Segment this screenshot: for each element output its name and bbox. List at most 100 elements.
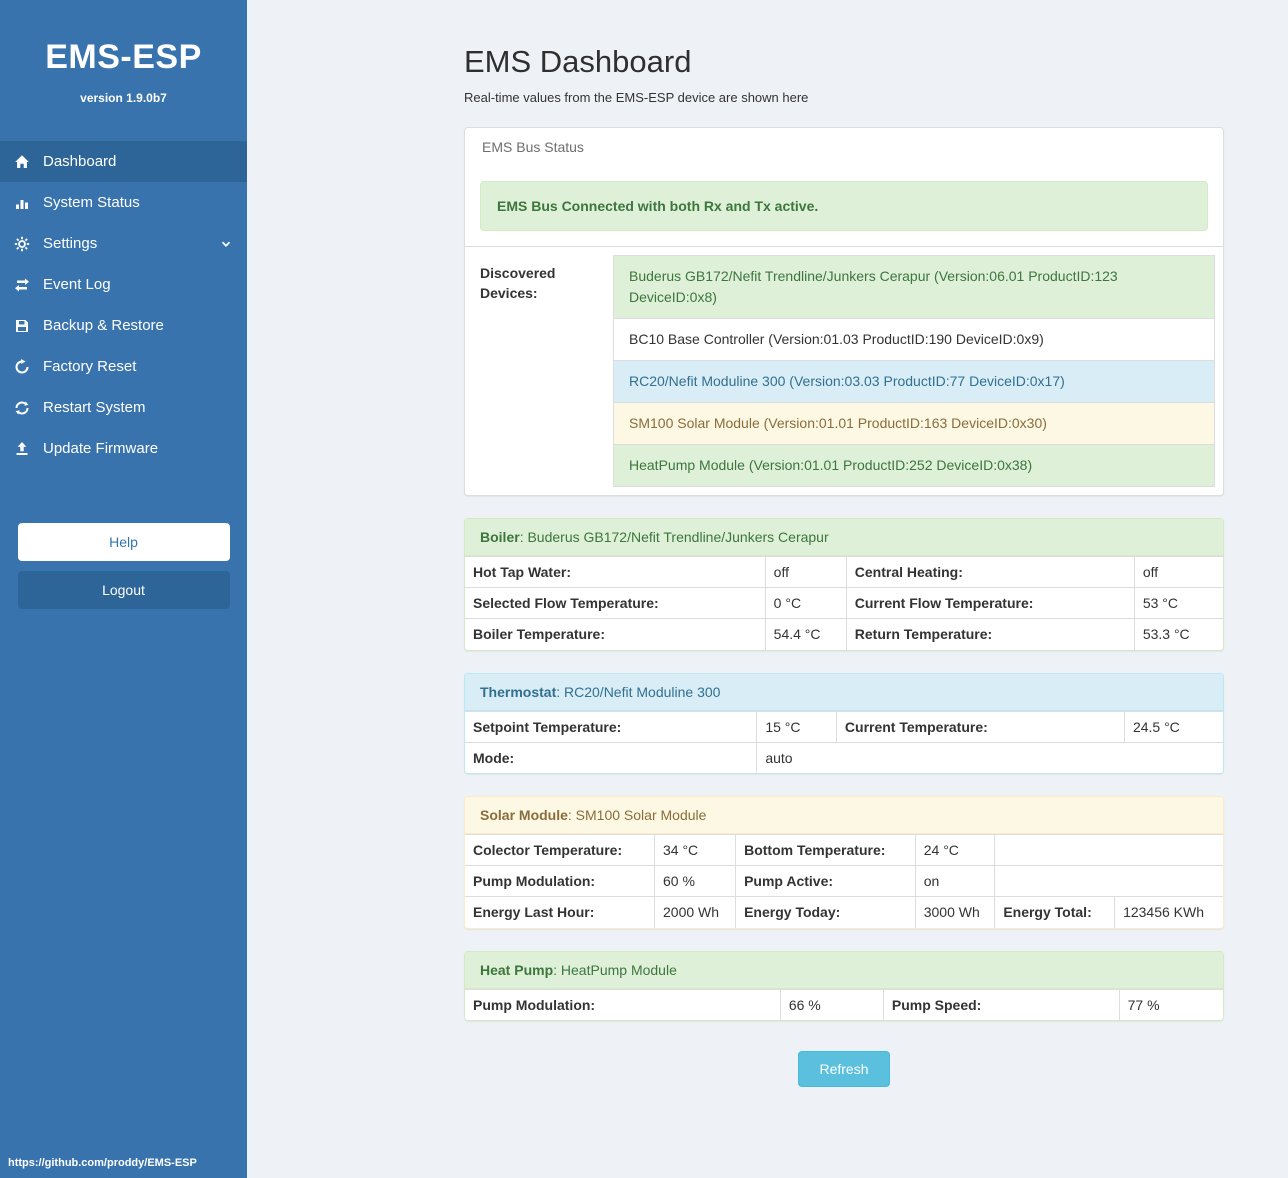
field-value: 66 % bbox=[779, 988, 884, 1020]
field-value: off bbox=[1133, 556, 1223, 588]
field-label: Pump Speed: bbox=[882, 988, 1120, 1020]
boiler-table: Hot Tap Water: off Central Heating: off Sele… bbox=[465, 556, 1223, 650]
panel-title: Solar Module bbox=[480, 807, 568, 823]
device-row: SM100 Solar Module (Version:01.01 Produc… bbox=[613, 402, 1215, 445]
sidebar-item-dashboard[interactable]: Dashboard bbox=[0, 141, 247, 182]
sidebar-item-label: Update Firmware bbox=[43, 440, 159, 457]
page-subtitle: Real-time values from the EMS-ESP device… bbox=[464, 90, 809, 105]
upload-icon bbox=[14, 441, 31, 457]
ems-bus-status-panel: EMS Bus Status EMS Bus Connected with bo… bbox=[464, 127, 1224, 496]
home-icon bbox=[14, 154, 31, 170]
app-title: EMS-ESP bbox=[45, 38, 202, 76]
bar-chart-icon bbox=[14, 195, 31, 211]
discovered-devices-label: Discovered Devices: bbox=[480, 265, 556, 302]
ems-bus-status-header: EMS Bus Status bbox=[482, 139, 584, 155]
field-label: Mode: bbox=[465, 741, 758, 773]
field-label: Selected Flow Temperature: bbox=[465, 587, 766, 619]
sidebar-item-settings[interactable]: Settings bbox=[0, 223, 247, 264]
help-button[interactable]: Help bbox=[17, 523, 230, 561]
field-label: Pump Active: bbox=[735, 865, 916, 897]
field-value: 77 % bbox=[1118, 988, 1223, 1020]
field-value: 24.5 °C bbox=[1123, 710, 1223, 743]
field-value: 60 % bbox=[653, 865, 737, 897]
panel-title: Boiler bbox=[480, 529, 520, 545]
field-label: Pump Modulation: bbox=[465, 988, 781, 1020]
field-value: 53.3 °C bbox=[1133, 618, 1223, 650]
field-value: auto bbox=[756, 741, 1223, 773]
panel-subtitle: : Buderus GB172/Nefit Trendline/Junkers … bbox=[519, 529, 829, 545]
field-value: 53 °C bbox=[1133, 587, 1223, 619]
sidebar-item-factory-reset[interactable]: Factory Reset bbox=[0, 346, 247, 387]
undo-icon bbox=[14, 358, 31, 375]
device-row: HeatPump Module (Version:01.01 ProductID… bbox=[613, 444, 1215, 487]
solar-panel-header: Solar Module: SM100 Solar Module bbox=[465, 797, 1223, 834]
panel-title: Heat Pump bbox=[480, 961, 554, 978]
field-value: off bbox=[764, 556, 847, 588]
sidebar-item-update-firmware[interactable]: Update Firmware bbox=[0, 428, 247, 469]
thermostat-panel-header: Thermostat: RC20/Nefit Moduline 300 bbox=[465, 673, 1223, 711]
field-label: Boiler Temperature: bbox=[465, 618, 766, 650]
github-link[interactable]: https://github.com/proddy/EMS-ESP bbox=[8, 1157, 197, 1169]
field-value bbox=[994, 834, 1223, 866]
boiler-panel: Boiler: Buderus GB172/Nefit Trendline/Ju… bbox=[464, 518, 1224, 651]
device-row: RC20/Nefit Moduline 300 (Version:03.03 P… bbox=[613, 360, 1215, 403]
field-value: 24 °C bbox=[914, 834, 996, 866]
solar-table: Colector Temperature: 34 °C Bottom Tempera… bbox=[465, 834, 1223, 928]
heatpump-panel: Heat Pump: HeatPump Module Pump Modulatio… bbox=[464, 950, 1224, 1021]
field-label: Colector Temperature: bbox=[465, 834, 655, 866]
sidebar-item-event-log[interactable]: Event Log bbox=[0, 264, 247, 305]
sidebar-item-restart-system[interactable]: Restart System bbox=[0, 387, 247, 428]
sidebar-item-label: Event Log bbox=[43, 276, 111, 293]
thermostat-panel: Thermostat: RC20/Nefit Moduline 300 Setpo… bbox=[464, 672, 1224, 774]
main-content: EMS Dashboard Real-time values from the … bbox=[247, 0, 1288, 1178]
table-row: Boiler Temperature: 54.4 °C Return Tempera… bbox=[465, 618, 1223, 650]
dashboard-content: EMS Dashboard Real-time values from the … bbox=[464, 44, 1224, 1147]
field-value: 123456 KWh bbox=[1114, 896, 1223, 928]
app-version: version 1.9.0b7 bbox=[80, 91, 167, 105]
sidebar-item-system-status[interactable]: System Status bbox=[0, 182, 247, 223]
field-value: 15 °C bbox=[756, 710, 837, 743]
sidebar-item-backup-restore[interactable]: Backup & Restore bbox=[0, 305, 247, 346]
sidebar-item-label: Restart System bbox=[43, 399, 146, 416]
field-value: 54.4 °C bbox=[764, 618, 847, 650]
field-label: Energy Total: bbox=[994, 896, 1116, 928]
field-label: Energy Last Hour: bbox=[465, 896, 655, 928]
table-row: Selected Flow Temperature: 0 °C Current Fl… bbox=[465, 587, 1223, 619]
sidebar-item-label: Dashboard bbox=[43, 153, 117, 170]
boiler-panel-header: Boiler: Buderus GB172/Nefit Trendline/Ju… bbox=[465, 519, 1223, 556]
field-label: Central Heating: bbox=[845, 556, 1135, 588]
field-value: on bbox=[914, 865, 996, 897]
sidebar-item-label: Settings bbox=[43, 235, 98, 252]
panel-title: Thermostat bbox=[480, 683, 557, 700]
exchange-icon bbox=[14, 277, 31, 293]
sidebar-nav: Dashboard System Status Settings Event Log B… bbox=[0, 141, 247, 469]
field-value: 2000 Wh bbox=[653, 896, 737, 928]
table-row: Hot Tap Water: off Central Heating: off bbox=[465, 556, 1223, 588]
refresh-icon bbox=[14, 400, 31, 416]
discovered-devices-section: Discovered Devices: Buderus GB172/Nefit … bbox=[465, 246, 1223, 495]
chevron-down-icon bbox=[219, 237, 233, 251]
device-list: Buderus GB172/Nefit Trendline/Junkers Ce… bbox=[613, 255, 1215, 487]
device-row: BC10 Base Controller (Version:01.03 Prod… bbox=[613, 318, 1215, 361]
panel-subtitle: : RC20/Nefit Moduline 300 bbox=[556, 683, 721, 700]
field-label: Setpoint Temperature: bbox=[465, 710, 758, 743]
field-value: 3000 Wh bbox=[914, 896, 996, 928]
field-label: Energy Today: bbox=[735, 896, 916, 928]
sidebar: EMS-ESP version 1.9.0b7 Dashboard System … bbox=[0, 0, 247, 1178]
field-value: 0 °C bbox=[764, 587, 847, 619]
field-label: Current Temperature: bbox=[835, 710, 1125, 743]
ems-bus-status-body: EMS Bus Connected with both Rx and Tx ac… bbox=[465, 166, 1223, 246]
table-row: Mode: auto bbox=[465, 741, 1223, 773]
logout-button[interactable]: Logout bbox=[17, 571, 230, 609]
bus-status-alert: EMS Bus Connected with both Rx and Tx ac… bbox=[480, 181, 1208, 231]
refresh-button[interactable]: Refresh bbox=[798, 1051, 890, 1087]
device-row: Buderus GB172/Nefit Trendline/Junkers Ce… bbox=[613, 255, 1215, 319]
save-icon bbox=[14, 318, 31, 334]
gear-icon bbox=[14, 236, 31, 252]
page-title: EMS Dashboard bbox=[464, 44, 692, 79]
sidebar-item-label: System Status bbox=[43, 194, 140, 211]
heatpump-table: Pump Modulation: 66 % Pump Speed: 77 % bbox=[465, 988, 1223, 1020]
field-label: Hot Tap Water: bbox=[465, 556, 766, 588]
panel-subtitle: : HeatPump Module bbox=[553, 961, 677, 978]
sidebar-item-label: Backup & Restore bbox=[43, 317, 164, 334]
